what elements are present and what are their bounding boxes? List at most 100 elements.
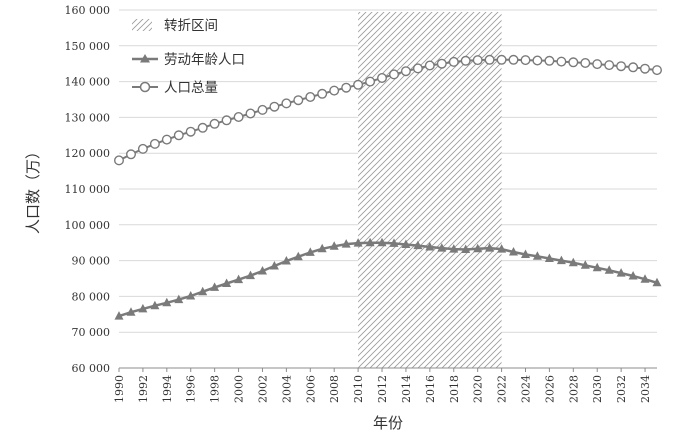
axes: 60 000 70 000 80 000 90 000 100 000 110 000 12… (24, 4, 657, 432)
data-point (509, 247, 518, 256)
x-axis-title: 年份 (373, 414, 403, 432)
data-point (556, 255, 566, 265)
data-point (401, 239, 411, 248)
data-point (353, 79, 364, 90)
data-point (628, 62, 639, 73)
data-point (521, 249, 530, 258)
y-tick-label: 120 000 (65, 147, 111, 160)
data-point (424, 60, 435, 71)
data-point (269, 261, 279, 270)
legend-hatch-swatch (132, 19, 152, 31)
x-tick-label: 2018 (448, 375, 461, 403)
data-point (137, 143, 148, 154)
data-point (556, 56, 567, 67)
data-point (233, 111, 244, 122)
shaded-region (358, 12, 502, 368)
data-point (210, 282, 220, 291)
legend: 转折区间 劳动年龄人口 人口总量 (132, 18, 245, 96)
data-point (246, 270, 255, 280)
series-layer (113, 54, 663, 320)
data-point (113, 155, 124, 166)
data-point (186, 291, 196, 300)
data-point (497, 244, 507, 253)
data-point (258, 266, 267, 275)
x-tick-label: 2020 (472, 375, 485, 403)
data-point (365, 76, 376, 87)
x-tick-label: 2032 (615, 375, 628, 403)
data-point (532, 251, 542, 260)
data-point (484, 54, 495, 65)
x-tick-label: 2028 (567, 375, 580, 403)
data-point (449, 244, 459, 253)
data-point (185, 126, 196, 137)
data-point (568, 57, 579, 68)
data-point (413, 240, 423, 250)
data-point (221, 115, 232, 126)
data-point (472, 55, 483, 66)
data-point (496, 54, 507, 65)
data-point (341, 239, 351, 248)
data-point (293, 251, 303, 261)
x-tick-label: 2000 (233, 375, 246, 403)
y-tick-label: 100 000 (65, 219, 111, 232)
data-point (138, 303, 148, 313)
data-point (377, 237, 387, 247)
data-point (640, 63, 651, 74)
data-point (281, 256, 291, 265)
data-point (222, 278, 232, 287)
x-tick-label: 1996 (185, 375, 198, 403)
transition-region (358, 12, 502, 368)
y-tick-label: 80 000 (72, 290, 111, 303)
data-point (198, 286, 208, 296)
y-tick-label: 140 000 (65, 76, 111, 89)
data-point (317, 243, 327, 253)
data-point (234, 274, 244, 284)
data-point (592, 59, 603, 70)
data-point (580, 260, 590, 269)
data-point (197, 122, 208, 133)
x-tick-label: 2024 (519, 375, 532, 403)
data-point (305, 91, 316, 102)
y-tick-label: 110 000 (65, 183, 111, 196)
data-point (269, 101, 280, 112)
data-point (580, 58, 591, 69)
data-point (400, 66, 411, 77)
data-point (257, 104, 268, 115)
x-tick-label: 1998 (209, 375, 222, 403)
data-point (508, 54, 519, 65)
data-point (473, 243, 483, 253)
y-tick-label: 60 000 (72, 362, 111, 375)
legend-label-total: 人口总量 (164, 80, 218, 96)
x-tick-label: 1990 (113, 375, 126, 403)
series-total-population (113, 54, 663, 166)
x-tick-label: 2026 (543, 375, 556, 403)
x-tick-label: 1994 (161, 375, 174, 403)
data-point (520, 55, 531, 66)
x-tick-label: 1992 (137, 375, 150, 403)
data-point (628, 271, 638, 280)
data-point (616, 268, 626, 277)
data-point (281, 98, 292, 109)
legend-label-labor: 劳动年龄人口 (164, 52, 245, 68)
legend-item-shaded: 转折区间 (132, 18, 218, 34)
data-point (114, 311, 124, 320)
series-line (118, 58, 658, 162)
legend-marker-total (139, 81, 151, 93)
data-point (485, 243, 495, 252)
x-tick-label: 2002 (256, 375, 269, 403)
x-tick-label: 2010 (352, 375, 365, 403)
data-point (365, 237, 375, 247)
data-point (460, 55, 471, 66)
data-point (616, 61, 627, 72)
data-point (389, 69, 400, 80)
data-point (293, 95, 304, 106)
legend-marker-labor (140, 54, 150, 63)
data-point (436, 58, 447, 69)
y-tick-label: 70 000 (72, 326, 111, 339)
y-axis-title: 人口数（万） (24, 144, 42, 234)
data-point (437, 243, 447, 252)
x-tick-label: 2014 (400, 375, 413, 403)
legend-label-shaded: 转折区间 (164, 18, 218, 34)
data-point (174, 294, 184, 304)
x-tick-label: 2004 (280, 375, 293, 403)
